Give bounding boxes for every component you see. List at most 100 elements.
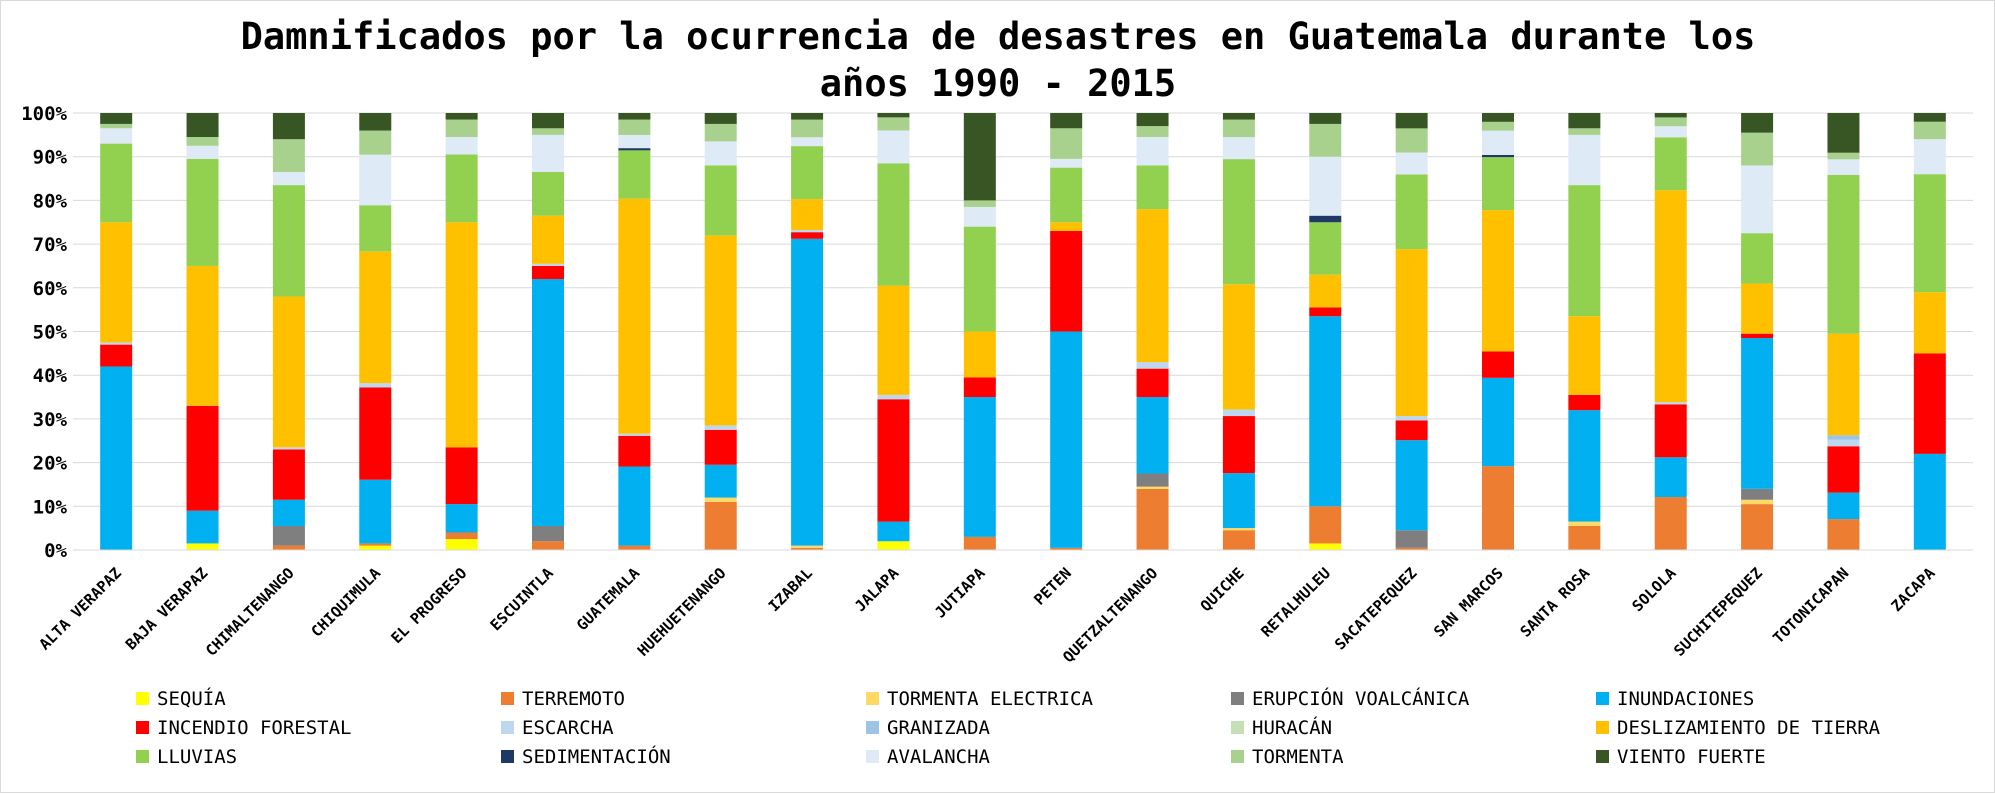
bar-segment <box>704 235 737 426</box>
x-tick-label: PETEN <box>1030 564 1075 609</box>
bar-segment <box>1136 488 1169 550</box>
bar-segment <box>1222 159 1255 285</box>
bar-segment <box>1654 402 1687 405</box>
bar-segment <box>1136 126 1169 138</box>
bar-segment <box>877 541 910 550</box>
bar-segment <box>1741 488 1774 500</box>
chart-title: Damnificados por la ocurrencia de desast… <box>241 15 1756 105</box>
bar-segment <box>704 113 737 124</box>
bar-segment <box>1827 446 1860 493</box>
bar-stack <box>1654 113 1687 550</box>
bar-segment <box>1482 130 1514 155</box>
bar-segment <box>1309 215 1342 223</box>
y-tick-label: 0% <box>44 540 67 562</box>
x-tick-label: SACATEPEQUEZ <box>1331 564 1420 653</box>
y-tick-label: 50% <box>33 322 68 344</box>
bar-segment <box>1309 222 1342 275</box>
bar-segment <box>1913 139 1946 175</box>
bar-segment <box>186 510 219 544</box>
bar-segment <box>100 143 133 223</box>
bar-segment <box>1741 499 1774 505</box>
legend-label: INUNDACIONES <box>1617 688 1754 710</box>
legend-item: SEQUÍA <box>136 687 226 710</box>
bar-segment <box>1741 333 1774 339</box>
bar-segment <box>1741 283 1774 334</box>
bar-stack <box>618 113 651 550</box>
y-tick-label: 70% <box>33 234 68 256</box>
legend-label: AVALANCHA <box>887 746 991 768</box>
bar-segment <box>1309 123 1342 157</box>
bar-segment <box>1136 368 1169 398</box>
bar-segment <box>359 154 392 206</box>
bar-segment <box>704 501 737 550</box>
bar-segment <box>1222 530 1255 550</box>
legend-item: TERREMOTO <box>501 688 625 710</box>
legend-label: GRANIZADA <box>887 717 991 739</box>
bar-segment <box>704 141 737 166</box>
bar-segment <box>1913 113 1946 122</box>
legend-swatch <box>1231 721 1244 734</box>
bar-segment <box>445 504 478 533</box>
bar-segment <box>791 146 824 200</box>
bar-segment <box>704 464 737 498</box>
bar-segment <box>791 113 824 120</box>
bar-segment <box>704 429 737 465</box>
x-tick-label: SANTA ROSA <box>1517 564 1594 641</box>
y-tick-label: 40% <box>33 365 68 387</box>
legend-item: AVALANCHA <box>866 746 991 768</box>
bar-segment <box>186 265 219 406</box>
bar-segment <box>532 128 564 135</box>
bar-segment <box>1568 525 1601 550</box>
bar-segment <box>1568 113 1601 129</box>
bar-segment <box>1568 394 1601 411</box>
legend-swatch <box>501 721 514 734</box>
bar-segment <box>1136 486 1169 489</box>
bar-segment <box>618 545 651 550</box>
bar-segment <box>1395 416 1428 421</box>
bar-segment <box>272 447 305 450</box>
bar-segment <box>1395 113 1428 129</box>
legend-swatch <box>501 750 514 763</box>
bar-segment <box>532 279 564 526</box>
bar-segment <box>791 229 824 233</box>
bar-stack <box>445 113 478 550</box>
x-tick-label: ESCUINTLA <box>487 564 557 634</box>
bar-segment <box>1482 351 1514 378</box>
bar-segment <box>791 119 824 138</box>
bar-segment <box>618 198 651 434</box>
gridlines <box>73 112 1973 551</box>
legend-item: INUNDACIONES <box>1596 688 1754 710</box>
bar-segment <box>445 222 478 448</box>
legend-label: SEQUÍA <box>157 687 226 710</box>
legend-item: TORMENTA <box>1231 746 1344 768</box>
bar-segment <box>186 113 219 138</box>
bar-segment <box>1050 230 1083 332</box>
bar-segment <box>1136 209 1169 363</box>
bar-segment <box>704 425 737 430</box>
bar-segment <box>1309 543 1342 550</box>
bar-segment <box>1827 152 1860 160</box>
legend-label: DESLIZAMIENTO DE TIERRA <box>1617 717 1881 739</box>
bar-segment <box>618 466 651 546</box>
bar-segment <box>272 139 305 172</box>
bar-segment <box>1050 113 1083 129</box>
legend-item: LLUVIAS <box>136 746 237 768</box>
legend-label: ERUPCIÓN VOALCÁNICA <box>1252 686 1470 710</box>
legend-item: HURACÁN <box>1231 716 1332 739</box>
bar-segment <box>1741 165 1774 234</box>
bar-segment <box>1654 457 1687 498</box>
bar-segment <box>1654 126 1687 138</box>
bar-segment <box>359 251 392 384</box>
legend-swatch <box>501 692 514 705</box>
bar-segment <box>1136 362 1169 369</box>
legend-label: TORMENTA <box>1252 746 1344 768</box>
bar-segment <box>618 148 651 151</box>
bar-segment <box>272 185 305 297</box>
bar-stack <box>1395 113 1428 550</box>
x-tick-label: ZACAPA <box>1888 564 1939 615</box>
bar-segment <box>877 285 910 395</box>
x-tick-label: IZABAL <box>765 564 816 615</box>
legend-label: VIENTO FUERTE <box>1617 746 1766 768</box>
bar-segment <box>1827 333 1860 436</box>
